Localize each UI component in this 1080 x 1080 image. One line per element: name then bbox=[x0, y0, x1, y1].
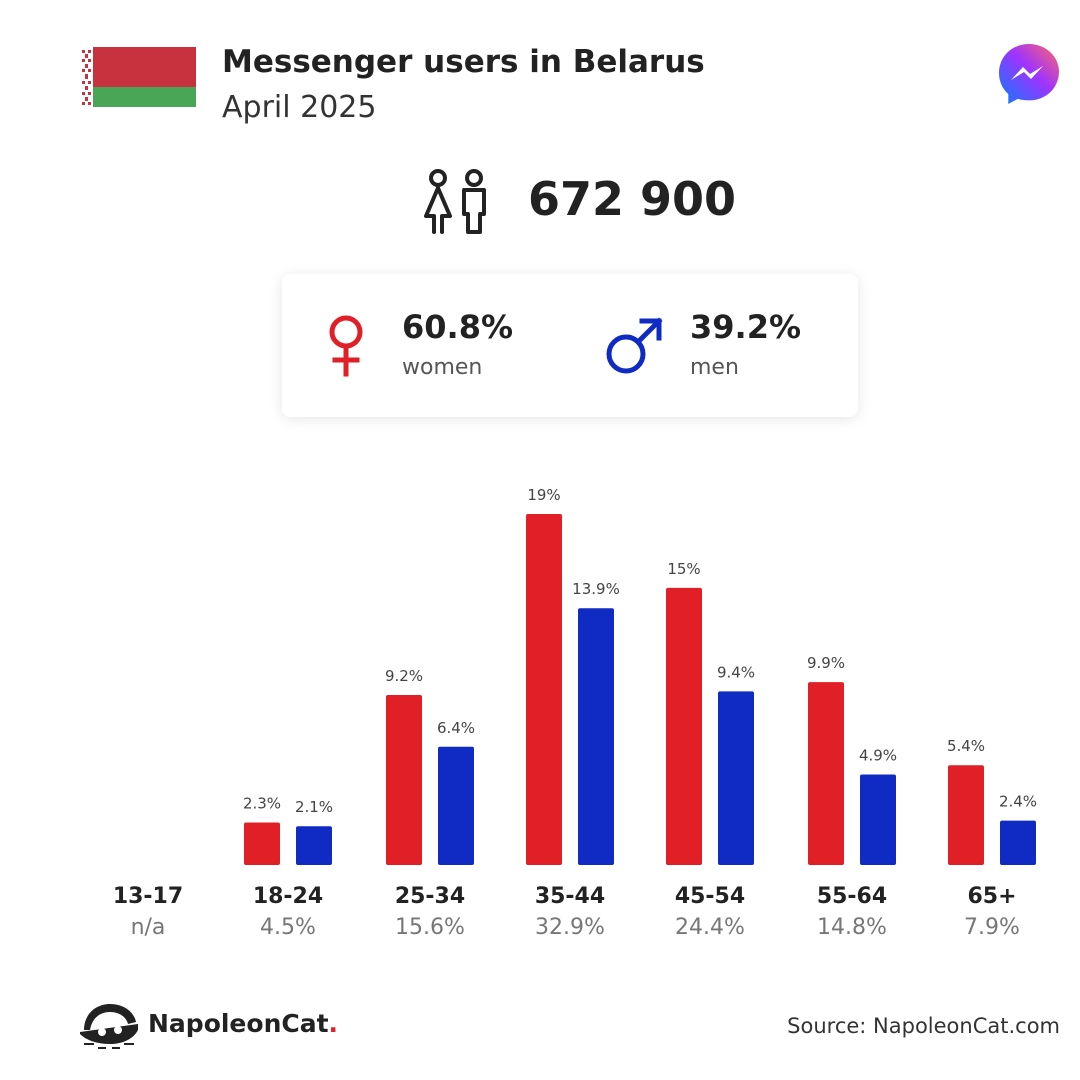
total-users: 672 900 bbox=[420, 168, 840, 238]
age-group-25-34: 25-34 15.6% bbox=[370, 884, 490, 940]
bar-label-men-18-24: 2.1% bbox=[295, 798, 333, 816]
bar-men-55-64 bbox=[860, 774, 896, 865]
age-group-total: 32.9% bbox=[535, 915, 605, 940]
age-group-name: 35-44 bbox=[534, 884, 606, 909]
age-group-name: 13-17 bbox=[112, 884, 184, 909]
age-group-45-54: 45-54 24.4% bbox=[650, 884, 770, 940]
bar-label-men-45-54: 9.4% bbox=[717, 663, 755, 681]
bar-men-65+ bbox=[1000, 820, 1036, 865]
female-icon bbox=[329, 315, 363, 377]
age-group-13-17: 13-17 n/a bbox=[88, 884, 208, 940]
bar-women-55-64 bbox=[808, 682, 844, 865]
total-users-value: 672 900 bbox=[528, 172, 737, 226]
age-group-18-24: 18-24 4.5% bbox=[228, 884, 348, 940]
bar-label-men-35-44: 13.9% bbox=[572, 580, 620, 598]
men-label: men bbox=[690, 355, 739, 380]
age-group-total: 15.6% bbox=[395, 915, 465, 940]
bar-label-men-25-34: 6.4% bbox=[437, 719, 475, 737]
bar-label-women-25-34: 9.2% bbox=[385, 667, 423, 685]
napoleoncat-brand: NapoleonCat. bbox=[148, 1009, 338, 1038]
bar-label-women-18-24: 2.3% bbox=[243, 795, 281, 813]
age-group-name: 45-54 bbox=[674, 884, 746, 909]
bar-label-women-65+: 5.4% bbox=[947, 737, 985, 755]
bar-label-men-65+: 2.4% bbox=[999, 793, 1037, 811]
page-subtitle: April 2025 bbox=[222, 90, 377, 125]
bar-label-women-35-44: 19% bbox=[527, 486, 560, 504]
age-group-55-64: 55-64 14.8% bbox=[792, 884, 912, 940]
brand-dot: . bbox=[328, 1009, 339, 1038]
age-group-name: 25-34 bbox=[394, 884, 466, 909]
men-percentage: 39.2% bbox=[690, 308, 802, 346]
age-group-total: 24.4% bbox=[675, 915, 745, 940]
bar-men-18-24 bbox=[296, 826, 332, 865]
women-percentage: 60.8% bbox=[402, 308, 514, 346]
page-title: Messenger users in Belarus bbox=[222, 44, 705, 80]
bar-men-35-44 bbox=[578, 608, 614, 865]
age-group-total: n/a bbox=[130, 915, 166, 940]
bar-label-women-45-54: 15% bbox=[667, 560, 700, 578]
bar-women-35-44 bbox=[526, 514, 562, 865]
messenger-logo-icon bbox=[999, 44, 1059, 104]
age-group-name: 18-24 bbox=[252, 884, 324, 909]
source-text: Source: NapoleonCat.com bbox=[787, 1014, 1060, 1038]
age-group-35-44: 35-44 32.9% bbox=[510, 884, 630, 940]
bar-men-25-34 bbox=[438, 746, 474, 865]
age-group-total: 7.9% bbox=[964, 915, 1020, 940]
age-group-total: 14.8% bbox=[817, 915, 887, 940]
bar-women-45-54 bbox=[666, 587, 702, 865]
age-gender-bar-chart: 2.3% 2.1% 9.2% 6.4% 19% 13.9% 15% 9.4% 9.9% 4.9% 5… bbox=[243, 486, 1037, 865]
age-group-name: 65+ bbox=[967, 884, 1017, 909]
bar-women-65+ bbox=[948, 765, 984, 865]
bar-label-men-55-64: 4.9% bbox=[859, 746, 897, 764]
age-group-65+: 65+ 7.9% bbox=[932, 884, 1052, 940]
people-icon bbox=[424, 169, 486, 234]
belarus-flag-icon bbox=[80, 47, 196, 107]
brand-name: NapoleonCat bbox=[148, 1009, 329, 1038]
bar-women-25-34 bbox=[386, 695, 422, 865]
women-label: women bbox=[402, 355, 483, 380]
bar-men-45-54 bbox=[718, 691, 754, 865]
age-group-total: 4.5% bbox=[260, 915, 316, 940]
male-icon bbox=[606, 317, 663, 374]
napoleoncat-logo-icon bbox=[80, 1004, 138, 1049]
gender-card: 60.8% women 39.2% men bbox=[282, 274, 858, 417]
bar-women-18-24 bbox=[244, 822, 280, 865]
bar-label-women-55-64: 9.9% bbox=[807, 654, 845, 672]
age-group-name: 55-64 bbox=[816, 884, 888, 909]
